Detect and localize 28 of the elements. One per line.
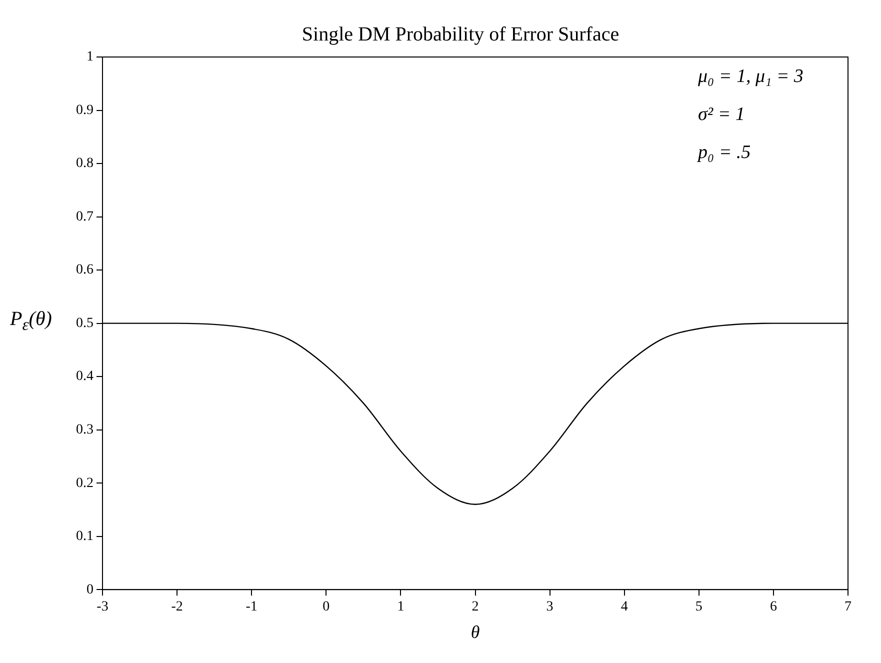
- y-axis-title: P$_{ε}$(θ): [10, 308, 52, 335]
- x-tick-label: 6: [770, 600, 777, 615]
- y-tick-label: 0.2: [76, 476, 94, 491]
- y-tick-label: 0: [86, 582, 94, 598]
- chart-title: Single DM Probability of Error Surface: [302, 23, 620, 46]
- x-tick-label: 3: [546, 600, 554, 615]
- y-tick-label: 0.1: [76, 529, 94, 544]
- x-tick-label: -2: [171, 600, 183, 615]
- x-axis-title: θ: [470, 622, 480, 642]
- annotation: μ₀ = 1, μ₁ = 3: [698, 65, 804, 89]
- annotation: σ² = 1: [698, 103, 746, 127]
- y-tick-label: 0.7: [76, 209, 94, 224]
- x-tick-label: 1: [397, 600, 404, 615]
- x-tick-label: 0: [322, 600, 330, 615]
- y-tick-label: 0.6: [76, 262, 94, 278]
- y-tick-label: 1: [86, 50, 94, 65]
- annotation: p₀ = .5: [698, 141, 752, 165]
- x-tick-label: -1: [246, 600, 258, 615]
- y-tick-label: 0.5: [76, 316, 94, 331]
- x-tick-label: 2: [472, 600, 479, 615]
- x-tick-label: 5: [695, 600, 702, 615]
- y-tick-label: 0.9: [76, 102, 94, 118]
- x-tick-label: 4: [620, 600, 628, 615]
- x-tick-label: 7: [844, 600, 852, 615]
- y-tick-label: 0.4: [76, 369, 94, 384]
- y-tick-label: 0.3: [76, 422, 94, 438]
- x-tick-label: -3: [96, 600, 108, 615]
- y-tick-label: 0.8: [76, 156, 94, 172]
